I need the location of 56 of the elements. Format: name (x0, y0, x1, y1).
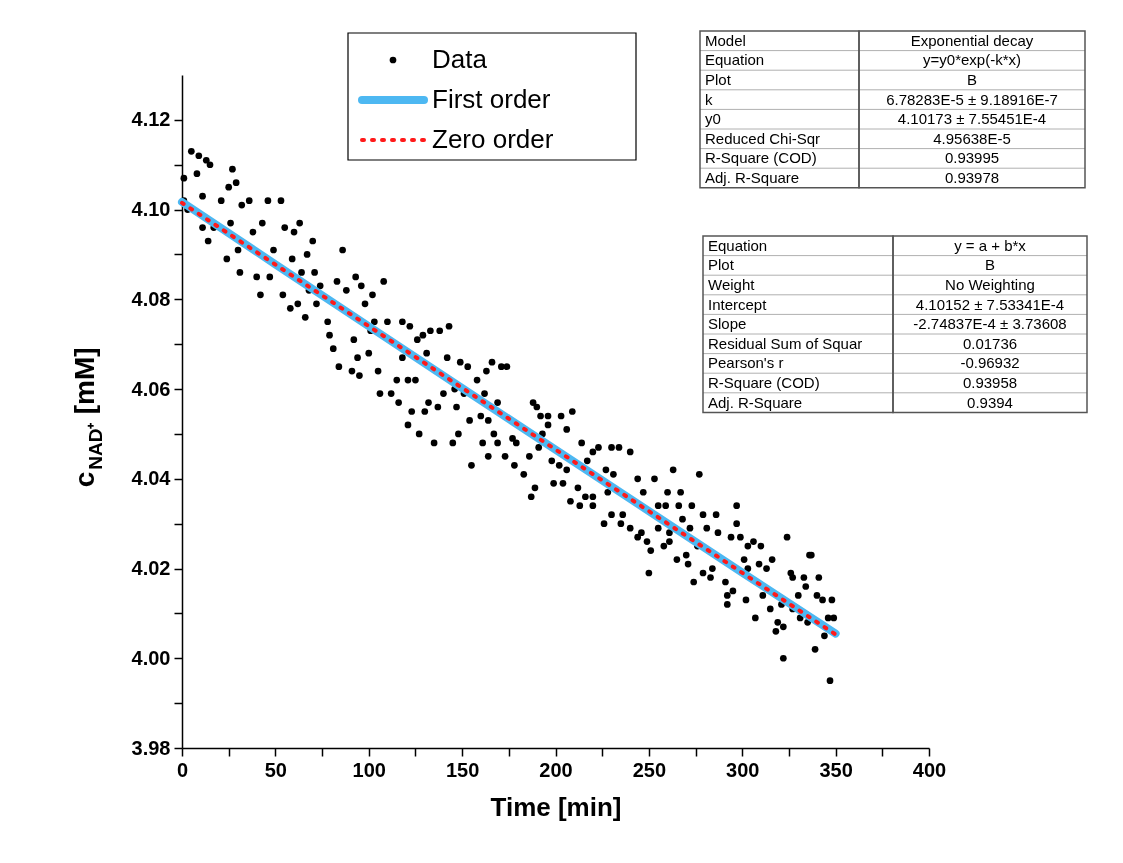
annotation: R-Square (COD) (708, 374, 820, 391)
annotation: Plot (705, 71, 732, 88)
text: 0.93995 (944, 149, 1000, 167)
y-tick-label: 4.00 (131, 646, 171, 669)
y-tick-label: 4.08 (131, 287, 171, 310)
annotation: y0 (705, 110, 721, 128)
legend-label: First order (432, 84, 551, 114)
annotation: R-Square (COD) (705, 149, 817, 167)
x-tick-label: 100 (352, 758, 386, 781)
annotation: 4.10173 ± 7.55451E-4 (897, 110, 1047, 128)
text: -0.96932 (960, 354, 1020, 372)
x-tick-label: 50 (264, 758, 287, 781)
text: B (984, 256, 996, 274)
legend-label: Zero order (432, 124, 554, 154)
y-tick-label: 4.02 (131, 557, 171, 580)
y-axis-title: cNAD⁺ [mM] (69, 347, 106, 488)
text: y=y0*exp(-k*x) (923, 51, 1021, 69)
annotation: Residual Sum of Squar (708, 334, 863, 352)
annotation: Equation (708, 236, 768, 254)
x-tick-label: 400 (912, 758, 947, 781)
annotation: Plot (708, 256, 735, 274)
annotation: Weight (708, 276, 756, 293)
y-tick-label: 4.06 (131, 377, 171, 400)
annotation: Intercept (708, 295, 768, 313)
x-tick-label: 350 (819, 758, 853, 781)
annotation: Adj. R-Square (708, 393, 803, 411)
x-tick-label: 300 (726, 758, 760, 781)
text: 0.9394 (967, 393, 1013, 411)
y-tick-label: 4.12 (131, 108, 171, 131)
annotation: Reduced Chi-Sqr (705, 129, 821, 147)
y-tick-label: 4.04 (131, 467, 172, 490)
annotation: -2.74837E-4 ± 3.73608 (913, 315, 1067, 333)
text: 0.93958 (962, 374, 1018, 391)
annotation: Slope (708, 315, 747, 333)
annotation: Pearson's r (708, 354, 784, 372)
x-tick-label: 0 (176, 758, 189, 781)
y-tick-label: 4.10 (131, 198, 171, 221)
annotation: 6.78283E-5 ± 9.18916E-7 (886, 90, 1058, 108)
text: No Weighting (945, 276, 1035, 293)
legend-label: Data (432, 44, 488, 74)
text: y = a + b*x (954, 236, 1027, 254)
x-axis-title: Time [min] (490, 791, 622, 822)
x-tick-label: 150 (445, 758, 480, 781)
y-tick-label: 3.98 (131, 736, 171, 759)
x-tick-label: 200 (539, 758, 573, 781)
text: Model (705, 31, 746, 49)
text: Equation (705, 51, 765, 69)
x-tick-label: 250 (632, 758, 667, 781)
text: 4.95638E-5 (933, 129, 1011, 147)
text: B (966, 71, 978, 88)
annotation: Adj. R-Square (705, 169, 800, 186)
text: 0.01736 (962, 334, 1018, 352)
annotation: k (705, 90, 713, 108)
text: 0.93978 (944, 169, 1000, 186)
annotation: 4.10152 ± 7.53341E-4 (915, 295, 1065, 313)
text: Exponential decay (910, 31, 1034, 49)
